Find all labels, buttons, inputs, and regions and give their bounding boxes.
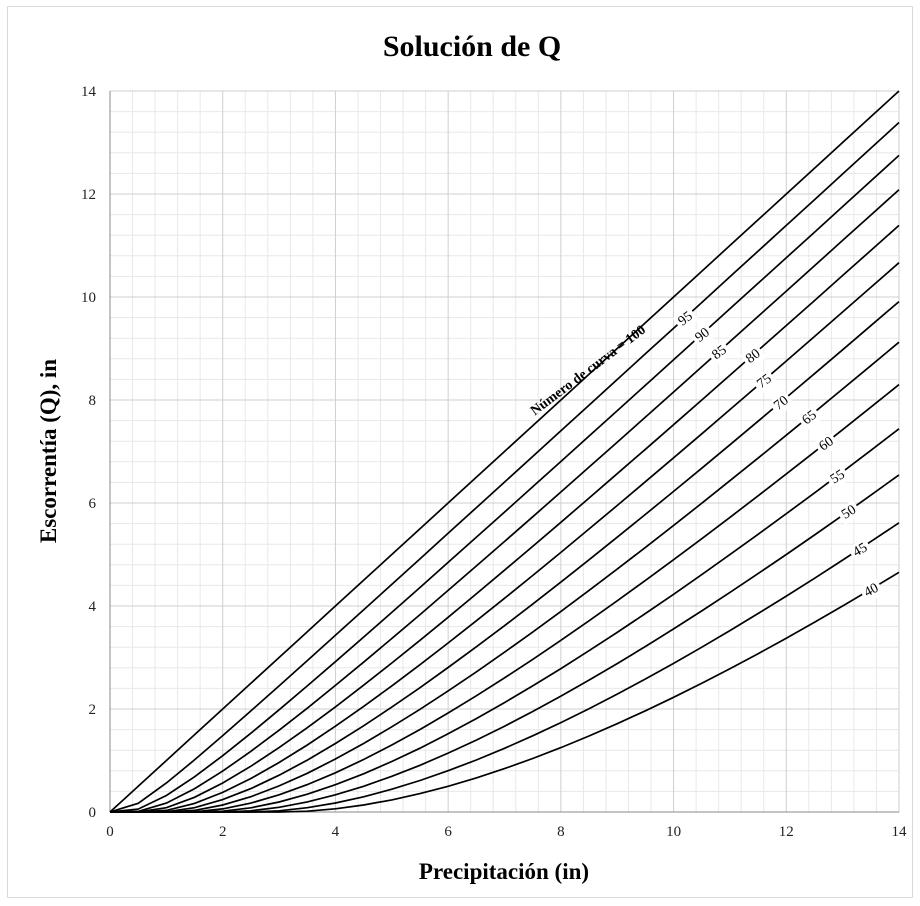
y-tick-label: 8 xyxy=(89,393,97,409)
x-tick-label: 0 xyxy=(106,824,114,840)
curve-label-group: 85 xyxy=(706,340,733,366)
grid xyxy=(109,90,900,813)
curve-label-halo xyxy=(847,537,874,563)
x-tick-labels: 0 2 4 6 8 10 12 14 xyxy=(106,824,907,840)
curve-label-group: 55 xyxy=(824,464,851,490)
curve-label-group: 75 xyxy=(751,368,778,395)
series-line-cn-65 xyxy=(110,341,900,813)
series-line-cn-100 xyxy=(109,90,900,813)
curve-label-halo xyxy=(751,368,778,395)
curve-label-group: 70 xyxy=(768,390,795,417)
series-line-cn-95 xyxy=(109,121,900,813)
series-lines xyxy=(109,90,900,813)
x-tick-label: 8 xyxy=(557,824,565,840)
series-line-cn-70 xyxy=(110,300,900,813)
curve-label-group: 40 xyxy=(858,578,885,603)
x-tick-label: 6 xyxy=(444,824,452,840)
curve-label-cn-40: 40 xyxy=(862,581,881,601)
curve-label-halo xyxy=(689,322,716,349)
x-tick-label: 2 xyxy=(219,824,227,840)
curve-label-halo xyxy=(740,343,767,370)
curve-label-halo xyxy=(768,390,795,417)
y-tick-labels: 0 2 4 6 8 10 12 14 xyxy=(81,84,97,821)
y-tick-label: 4 xyxy=(89,599,97,615)
curve-label-cn-50: 50 xyxy=(839,503,859,523)
chart-frame xyxy=(7,6,913,898)
chart-title: Solución de Q xyxy=(383,30,561,63)
curve-label-halo xyxy=(858,578,885,603)
curve-label-group: 65 xyxy=(796,405,823,431)
series-line-cn-80 xyxy=(110,224,900,813)
curve-label-halo xyxy=(706,340,733,366)
y-tick-label: 6 xyxy=(89,496,97,512)
series-line-cn-50 xyxy=(110,474,900,813)
x-tick-label: 14 xyxy=(892,824,908,840)
curve-label-cn-55: 55 xyxy=(828,467,848,487)
curve-label-halo xyxy=(672,306,699,332)
series-line-cn-40 xyxy=(110,571,900,813)
y-tick-label: 0 xyxy=(89,805,97,821)
curve-label-group: 90 xyxy=(689,322,716,349)
series-line-cn-85 xyxy=(109,189,900,813)
curve-label-halo xyxy=(836,500,863,526)
curve-label-halo xyxy=(824,464,851,490)
curve-label-group: 45 xyxy=(847,537,874,563)
x-tick-label: 10 xyxy=(666,824,681,840)
curve-label-group: 50 xyxy=(836,500,863,526)
curve-label-group: 80 xyxy=(740,343,767,370)
curve-label-halo xyxy=(796,405,823,431)
y-axis-label: Escorrentía (Q), in xyxy=(36,359,61,543)
curve-label-cn-45: 45 xyxy=(851,540,871,560)
x-tick-label: 4 xyxy=(332,824,340,840)
y-tick-label: 10 xyxy=(81,290,96,306)
series-line-cn-60 xyxy=(110,383,900,813)
y-tick-label: 2 xyxy=(89,702,97,718)
y-tick-label: 14 xyxy=(81,84,97,100)
y-tick-label: 12 xyxy=(81,187,96,203)
x-axis-label: Precipitación (in) xyxy=(419,859,589,884)
series-line-cn-55 xyxy=(110,428,900,813)
curve-label-group: 60 xyxy=(813,431,840,457)
x-tick-label: 12 xyxy=(779,824,794,840)
curve-label-group: 95 xyxy=(672,306,699,332)
curve-label-halo xyxy=(813,431,840,457)
series-line-cn-90 xyxy=(109,154,900,813)
